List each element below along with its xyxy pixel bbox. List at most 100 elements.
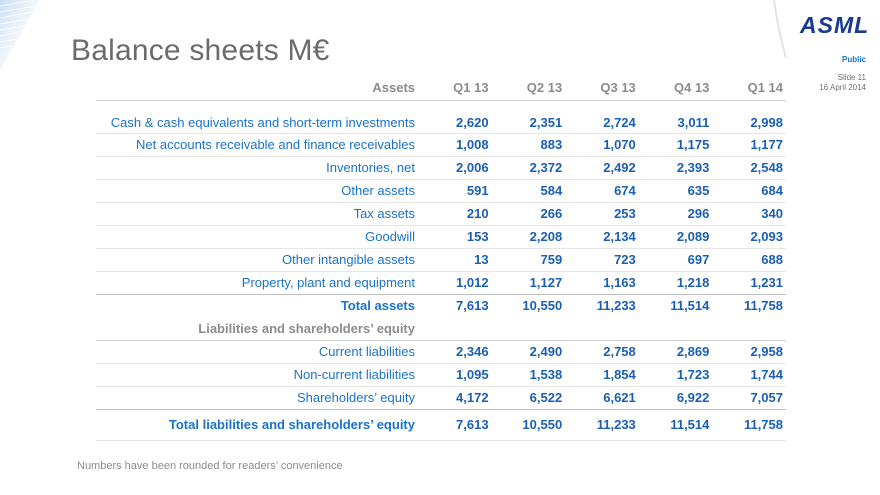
cell-value: 1,218 (676, 275, 710, 290)
total-assets-row: Total assets 7,613 10,550 11,233 11,514 … (96, 293, 786, 317)
cell-value: 684 (712, 179, 786, 203)
cell-value: 11,514 (638, 408, 713, 441)
cell-value: 688 (712, 248, 786, 272)
cell-value: 11,233 (565, 408, 639, 441)
cell-value: 4,172 (456, 390, 489, 405)
cell-value: 2,490 (491, 340, 566, 364)
cell-value: 2,372 (491, 156, 566, 180)
asml-logo: ASML (800, 12, 870, 38)
table-row: Shareholders’ equity 4,172 6,522 6,621 6… (96, 386, 786, 409)
cell-value: 210 (418, 202, 492, 226)
table-header-row: Assets Q1 13 Q2 13 Q3 13 Q4 13 Q1 14 (96, 80, 786, 101)
cell-value: 1,175 (638, 133, 713, 157)
footnote: Numbers have been rounded for readers’ c… (77, 460, 343, 472)
page-title: Balance sheets M€ (71, 34, 330, 67)
section-header-row: Liabilities and shareholders’ equity (96, 317, 786, 341)
column-header: Q1 13 (418, 80, 492, 101)
slide-date: 16 April 2014 (819, 83, 866, 92)
cell-value: 1,854 (565, 363, 639, 387)
column-header: Q4 13 (638, 80, 713, 101)
cell-value: 759 (491, 248, 566, 272)
row-label: Other intangible assets (96, 248, 418, 272)
cell-value: 1,008 (418, 133, 492, 157)
cell-value: 883 (491, 133, 566, 157)
column-header: Q2 13 (491, 80, 566, 101)
table-row: Inventories, net 2,006 2,372 2,492 2,393… (96, 156, 786, 180)
table-row: Non-current liabilities 1,095 1,538 1,85… (96, 363, 786, 387)
cell-value: 1,163 (603, 275, 636, 290)
cell-value: 2,006 (418, 156, 492, 180)
cell-value: 6,621 (603, 390, 636, 405)
table-row: Cash & cash equivalents and short-term i… (96, 100, 786, 134)
cell-value: 1,231 (750, 275, 783, 290)
row-label: Other assets (96, 179, 418, 203)
cell-value: 1,538 (491, 363, 566, 387)
cell-value: 1,012 (456, 275, 489, 290)
cell-value: 13 (418, 248, 492, 272)
row-label: Total liabilities and shareholders’ equi… (96, 408, 418, 441)
cell-value: 340 (712, 202, 786, 226)
section-label: Liabilities and shareholders’ equity (96, 317, 418, 341)
row-label: Cash & cash equivalents and short-term i… (96, 100, 418, 134)
cell-value: 635 (638, 179, 713, 203)
cell-value: 11,758 (712, 408, 786, 441)
cell-value: 1,723 (638, 363, 713, 387)
table-row: Net accounts receivable and finance rece… (96, 133, 786, 157)
column-header: Assets (96, 80, 418, 101)
cell-value: 1,095 (418, 363, 492, 387)
cell-value: 584 (491, 179, 566, 203)
cell-value: 11,514 (638, 293, 713, 317)
table-row: Other intangible assets 13 759 723 697 6… (96, 248, 786, 272)
cell-value: 2,998 (712, 100, 786, 134)
cell-value: 6,922 (676, 390, 710, 405)
cell-value: 697 (638, 248, 713, 272)
cell-value: 11,233 (565, 293, 639, 317)
divider-decoration (773, 0, 787, 59)
cell-value: 674 (565, 179, 639, 203)
cell-value: 2,958 (712, 340, 786, 364)
cell-value: 296 (638, 202, 713, 226)
table-row: Current liabilities 2,346 2,490 2,758 2,… (96, 340, 786, 364)
cell-value: 1,070 (565, 133, 639, 157)
row-label: Property, plant and equipment (241, 275, 415, 290)
row-label: Shareholders’ equity (296, 390, 415, 405)
table-row: Tax assets 210 266 253 296 340 (96, 202, 786, 226)
cell-value: 2,346 (418, 340, 492, 364)
cell-value: 2,620 (418, 100, 492, 134)
cell-value: 1,177 (712, 133, 786, 157)
cell-value: 10,550 (491, 408, 566, 441)
cell-value: 2,869 (638, 340, 713, 364)
cell-value: 2,351 (491, 100, 566, 134)
cell-value: 1,744 (712, 363, 786, 387)
row-label: Net accounts receivable and finance rece… (96, 133, 418, 157)
table-row: Goodwill 153 2,208 2,134 2,089 2,093 (96, 225, 786, 249)
cell-value: 2,492 (565, 156, 639, 180)
column-header: Q1 14 (712, 80, 786, 101)
cell-value: 7,613 (418, 408, 492, 441)
row-label: Goodwill (96, 225, 418, 249)
cell-value: 7,057 (750, 390, 783, 405)
cell-value: 2,134 (565, 225, 639, 249)
table-row: Other assets 591 584 674 635 684 (96, 179, 786, 203)
row-label: Current liabilities (96, 340, 418, 364)
cell-value: 10,550 (491, 293, 566, 317)
cell-value: 11,758 (712, 293, 786, 317)
cell-value: 3,011 (638, 100, 713, 134)
cell-value: 591 (418, 179, 492, 203)
row-label: Non-current liabilities (96, 363, 418, 387)
cell-value: 2,089 (638, 225, 713, 249)
table-row: Property, plant and equipment 1,012 1,12… (96, 271, 786, 294)
cell-value: 2,208 (491, 225, 566, 249)
column-header: Q3 13 (565, 80, 639, 101)
total-liabilities-row: Total liabilities and shareholders’ equi… (96, 408, 786, 441)
cell-value: 7,613 (418, 293, 492, 317)
cell-value: 723 (565, 248, 639, 272)
cell-value: 2,548 (712, 156, 786, 180)
row-label: Inventories, net (96, 156, 418, 180)
cell-value: 253 (565, 202, 639, 226)
cell-value: 153 (418, 225, 492, 249)
cell-value: 2,393 (638, 156, 713, 180)
cell-value: 266 (491, 202, 566, 226)
cell-value: 2,758 (565, 340, 639, 364)
slide-number: Slide 11 (837, 73, 866, 82)
